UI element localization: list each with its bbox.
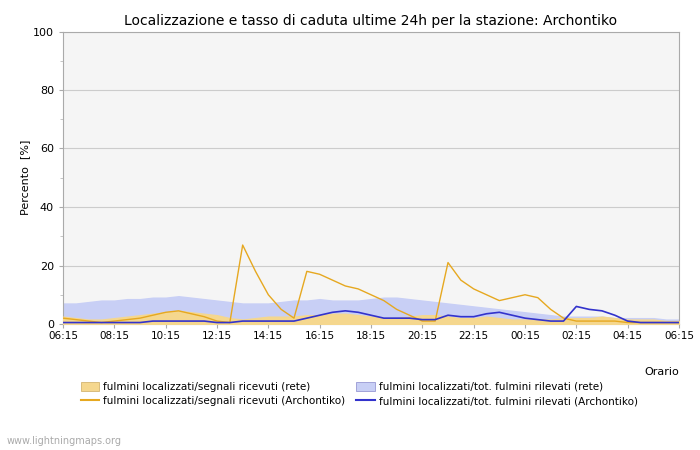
- Title: Localizzazione e tasso di caduta ultime 24h per la stazione: Archontiko: Localizzazione e tasso di caduta ultime …: [125, 14, 617, 27]
- Legend: fulmini localizzati/segnali ricevuti (rete), fulmini localizzati/segnali ricevut: fulmini localizzati/segnali ricevuti (re…: [80, 382, 638, 406]
- Text: www.lightningmaps.org: www.lightningmaps.org: [7, 436, 122, 446]
- Text: Orario: Orario: [644, 367, 679, 377]
- Y-axis label: Percento  [%]: Percento [%]: [20, 140, 30, 216]
